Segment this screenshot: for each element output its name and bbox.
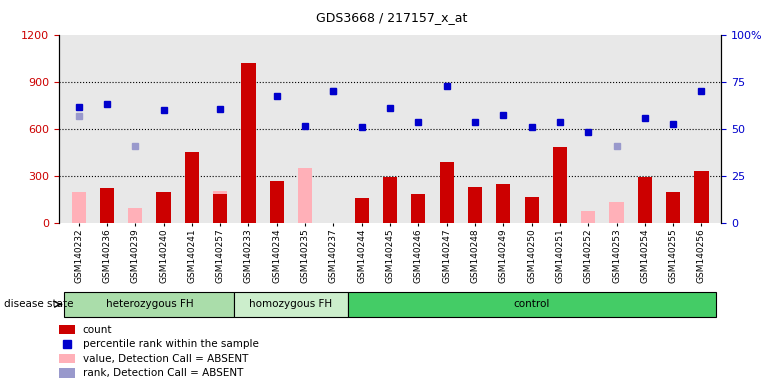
- Bar: [496, 184, 510, 223]
- Bar: [213, 194, 227, 223]
- Bar: [234, 292, 347, 317]
- Text: disease state: disease state: [4, 299, 74, 310]
- Bar: [440, 162, 454, 223]
- Text: control: control: [514, 299, 550, 310]
- Text: value, Detection Call = ABSENT: value, Detection Call = ABSENT: [82, 354, 248, 364]
- Bar: [59, 354, 74, 363]
- Bar: [637, 177, 652, 223]
- Bar: [59, 325, 74, 334]
- Bar: [64, 292, 234, 317]
- Bar: [581, 211, 595, 223]
- Bar: [524, 197, 539, 223]
- Bar: [666, 199, 681, 223]
- Bar: [347, 292, 716, 317]
- Bar: [59, 368, 74, 377]
- Text: rank, Detection Call = ABSENT: rank, Detection Call = ABSENT: [82, 368, 243, 378]
- Bar: [270, 181, 284, 223]
- Text: percentile rank within the sample: percentile rank within the sample: [82, 339, 259, 349]
- Bar: [241, 63, 256, 223]
- Bar: [695, 171, 709, 223]
- Bar: [185, 152, 199, 223]
- Text: homozygous FH: homozygous FH: [249, 299, 332, 310]
- Bar: [298, 168, 312, 223]
- Bar: [666, 192, 681, 223]
- Bar: [609, 202, 623, 223]
- Text: GDS3668 / 217157_x_at: GDS3668 / 217157_x_at: [316, 12, 468, 25]
- Bar: [128, 208, 143, 223]
- Bar: [213, 191, 227, 223]
- Bar: [468, 187, 482, 223]
- Bar: [412, 194, 426, 223]
- Text: heterozygous FH: heterozygous FH: [106, 299, 193, 310]
- Bar: [100, 188, 114, 223]
- Bar: [383, 177, 397, 223]
- Bar: [553, 147, 567, 223]
- Text: count: count: [82, 325, 112, 335]
- Bar: [157, 192, 171, 223]
- Bar: [71, 192, 85, 223]
- Bar: [354, 199, 368, 223]
